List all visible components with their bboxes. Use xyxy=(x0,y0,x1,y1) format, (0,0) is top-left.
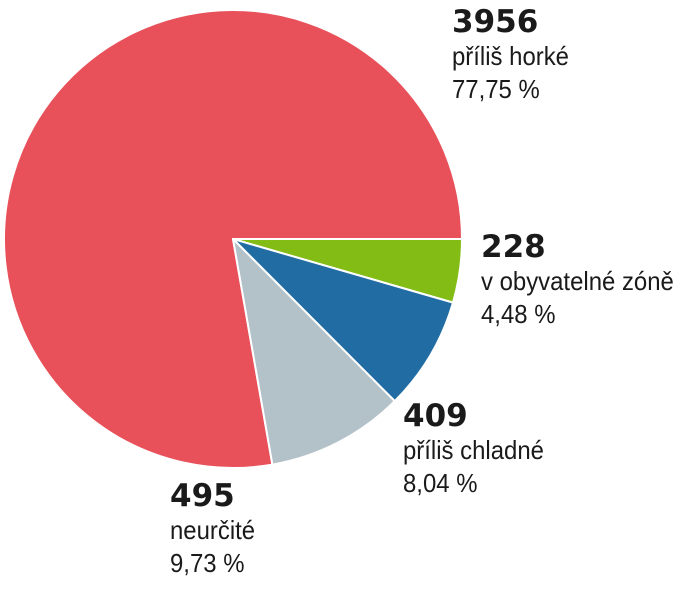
slice-percent-too-hot: 77,75 % xyxy=(452,74,540,104)
pie-slices xyxy=(3,9,463,469)
slice-name-too-cold: příliš chladné xyxy=(403,435,544,465)
slice-name-undetermined: neurčité xyxy=(170,515,256,545)
slice-label-too-hot: 3956 příliš horké 77,75 % xyxy=(452,4,579,106)
slice-value-too-cold: 409 xyxy=(403,398,468,434)
slice-value-too-hot: 3956 xyxy=(452,4,539,40)
slice-label-habitable-zone: 228 v obyvatelné zóně 4,48 % xyxy=(481,229,690,331)
slice-name-habitable-zone: v obyvatelné zóně xyxy=(481,266,674,296)
slice-name-too-hot: příliš horké xyxy=(452,41,569,71)
slice-value-undetermined: 495 xyxy=(170,478,235,514)
slice-percent-habitable-zone: 4,48 % xyxy=(481,299,556,329)
slice-too-hot xyxy=(3,9,463,469)
slice-undetermined xyxy=(232,238,396,466)
slice-label-undetermined: 495 neurčité 9,73 % xyxy=(170,478,263,580)
slice-percent-undetermined: 9,73 % xyxy=(170,548,245,578)
slice-label-too-cold: 409 příliš chladné 8,04 % xyxy=(403,398,556,500)
slice-value-habitable-zone: 228 xyxy=(481,229,546,265)
slice-percent-too-cold: 8,04 % xyxy=(403,468,478,498)
slice-too-cold xyxy=(232,238,454,403)
